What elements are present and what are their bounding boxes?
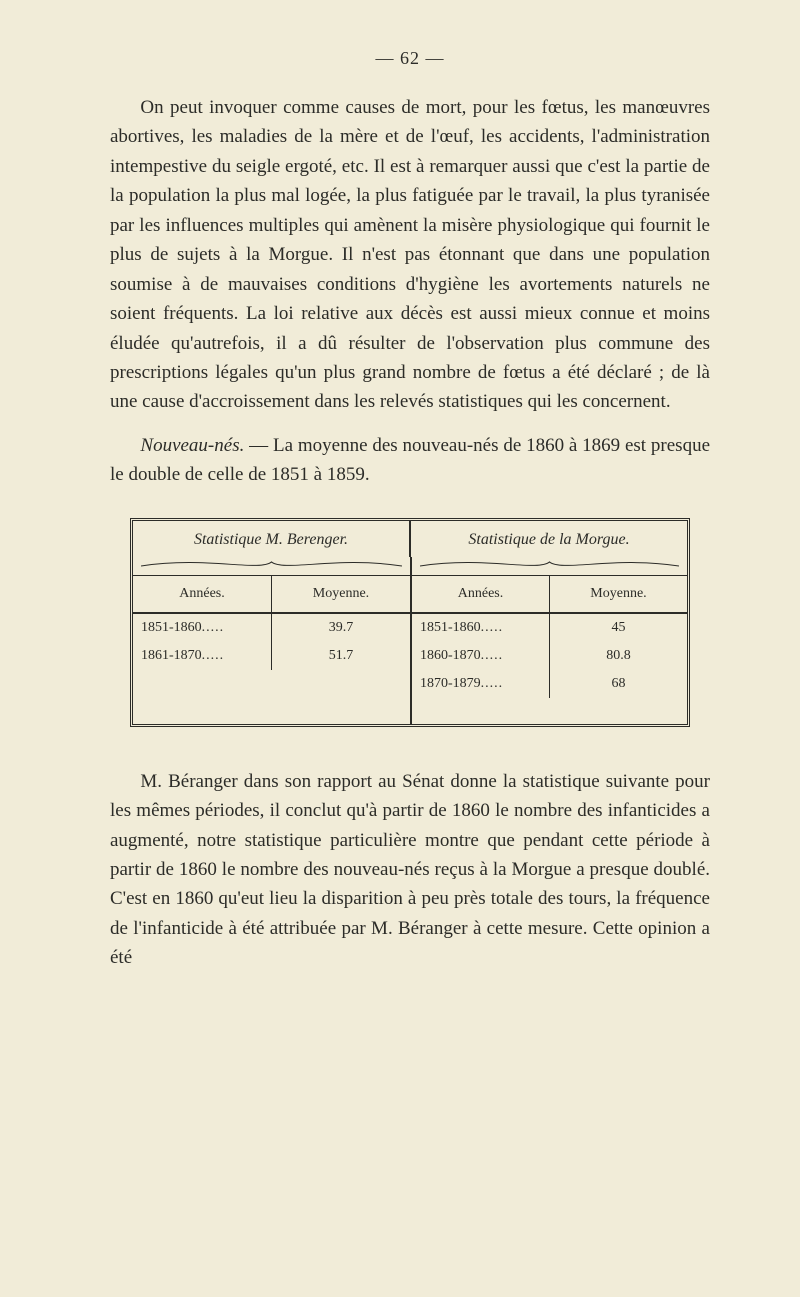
stats-col-right: Années. Moyenne. 1851-1860 45 1860-1870 …: [410, 557, 687, 724]
paragraph-1: On peut invoquer comme causes de mort, p…: [110, 93, 710, 417]
subhead-right-mean: Moyenne.: [549, 576, 687, 612]
page: — 62 — On peut invoquer comme causes de …: [0, 0, 800, 1047]
table-row: 1860-1870 80.8: [412, 642, 687, 670]
curly-divider-left: [133, 557, 410, 575]
table-row: 1851-1860 39.7: [133, 614, 410, 642]
table-row: 1870-1879 68: [412, 670, 687, 698]
table-row: 1851-1860 45: [412, 614, 687, 642]
cell-value: 51.7: [271, 642, 410, 670]
cell-years: 1851-1860: [412, 614, 549, 642]
stats-col-left: Années. Moyenne. 1851-1860 39.7 1861-187…: [133, 557, 410, 724]
table-row: 1861-1870 51.7: [133, 642, 410, 670]
data-rows-left: 1851-1860 39.7 1861-1870 51.7: [133, 612, 410, 724]
cell-years: 1870-1879: [412, 670, 549, 698]
subhead-left-years: Années.: [133, 576, 271, 612]
subhead-row-right: Années. Moyenne.: [412, 575, 687, 612]
stats-title-row: Statistique M. Berenger. Statistique de …: [133, 521, 687, 557]
data-rows-right: 1851-1860 45 1860-1870 80.8 1870-1879 68: [412, 612, 687, 724]
cell-value: 39.7: [271, 614, 410, 642]
paragraph-3: M. Béranger dans son rapport au Sénat do…: [110, 767, 710, 973]
paragraph-2-label: Nouveau-nés.: [140, 435, 244, 456]
cell-years: 1851-1860: [133, 614, 271, 642]
cell-years: 1861-1870: [133, 642, 271, 670]
cell-value: 80.8: [549, 642, 687, 670]
cell-years: 1860-1870: [412, 642, 549, 670]
subhead-left-mean: Moyenne.: [271, 576, 410, 612]
cell-value: 45: [549, 614, 687, 642]
statistics-table: Statistique M. Berenger. Statistique de …: [130, 518, 690, 727]
stats-title-left: Statistique M. Berenger.: [133, 521, 409, 557]
subhead-row-left: Années. Moyenne.: [133, 575, 410, 612]
stats-title-right: Statistique de la Morgue.: [409, 521, 687, 557]
page-number: — 62 —: [110, 48, 710, 69]
curly-divider-right: [412, 557, 687, 575]
subhead-right-years: Années.: [412, 576, 549, 612]
cell-value: 68: [549, 670, 687, 698]
stats-body: Années. Moyenne. 1851-1860 39.7 1861-187…: [133, 557, 687, 724]
paragraph-2: Nouveau-nés. — La moyenne des nouveau-né…: [110, 431, 710, 490]
